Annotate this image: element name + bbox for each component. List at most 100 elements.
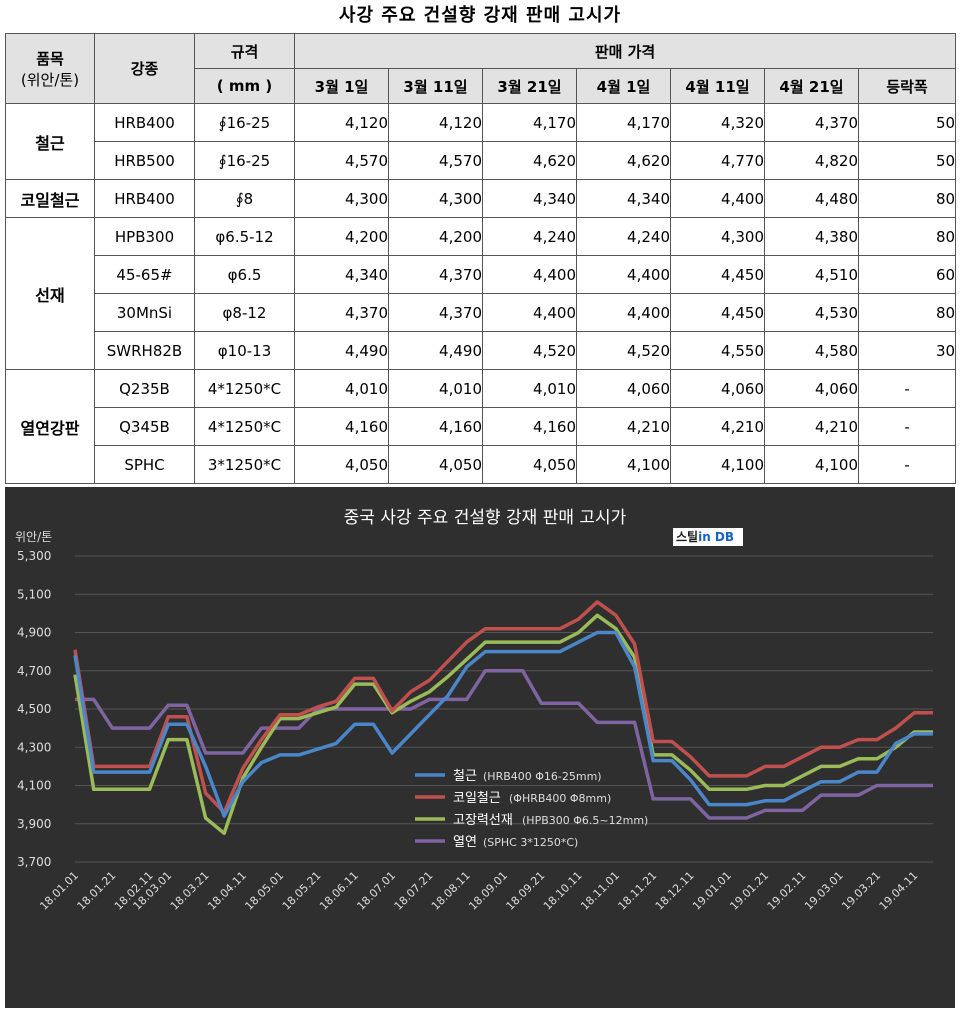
table-row: 30MnSi φ8-12 4,370 4,370 4,400 4,400 4,4… [6, 293, 957, 332]
x-tick-label: 18.11.21 [616, 869, 660, 913]
y-axis-label: 위안/톤 [15, 530, 52, 544]
price-cell: 4,010 [482, 369, 577, 408]
header-price: 판매 가격 [293, 33, 957, 69]
x-tick-label: 18.06.11 [317, 869, 361, 913]
x-tick-label: 18.01.21 [75, 869, 119, 913]
price-cell: 4,170 [576, 103, 671, 142]
price-cell: 4,400 [482, 255, 577, 294]
header-date: 3월 1일 [294, 68, 389, 104]
price-cell: 4,050 [482, 445, 577, 484]
grade-cell: SPHC [94, 445, 195, 484]
price-cell: 4,400 [576, 255, 671, 294]
logo-text-2: in DB [698, 530, 735, 544]
price-cell: 4,300 [388, 179, 483, 218]
header-spec-unit: ( mm ) [194, 68, 295, 104]
change-cell: 80 [857, 179, 957, 218]
legend-detail: (HPB300 Φ6.5~12mm) [522, 814, 648, 827]
price-cell: 4,520 [482, 331, 577, 370]
steelin-db-logo: 스틸in DB [673, 528, 743, 546]
price-cell: 4,370 [764, 103, 859, 142]
x-tick-label: 18.03.21 [168, 869, 212, 913]
price-cell: 4,490 [388, 331, 483, 370]
spec-cell: 4*1250*C [194, 407, 295, 446]
price-cell: 4,490 [294, 331, 389, 370]
change-cell: 80 [857, 217, 957, 256]
grade-cell: HPB300 [94, 217, 195, 256]
y-tick-label: 4,500 [17, 702, 51, 716]
price-cell: 4,160 [294, 407, 389, 446]
legend-label: 코일철근 [453, 791, 501, 806]
legend-detail: (ΦHRB400 Φ8mm) [509, 792, 611, 805]
x-tick-label: 19.04.11 [877, 869, 921, 913]
change-cell: 80 [857, 293, 957, 332]
price-cell: 4,010 [388, 369, 483, 408]
table-row: HRB500 ∮16-25 4,570 4,570 4,620 4,620 4,… [6, 141, 957, 180]
price-cell: 4,210 [576, 407, 671, 446]
header-category-label: 품목 [36, 49, 64, 68]
price-cell: 4,340 [482, 179, 577, 218]
price-cell: 4,340 [576, 179, 671, 218]
price-cell: 4,370 [388, 255, 483, 294]
price-cell: 4,820 [764, 141, 859, 180]
header-grade: 강종 [94, 33, 195, 104]
grade-cell: HRB400 [94, 103, 195, 142]
series-line-2 [73, 613, 933, 836]
header-change: 등락폭 [857, 68, 957, 104]
grade-cell: HRB400 [94, 179, 195, 218]
y-tick-label: 4,900 [17, 626, 51, 640]
spec-cell: 4*1250*C [194, 369, 295, 408]
x-tick-label: 18.05.01 [242, 869, 286, 913]
table-row: SWRH82B φ10-13 4,490 4,490 4,520 4,520 4… [6, 331, 957, 370]
spec-cell: ∮8 [194, 179, 295, 218]
price-cell: 4,400 [670, 179, 765, 218]
price-cell: 4,380 [764, 217, 859, 256]
y-tick-label: 4,300 [17, 740, 51, 754]
grade-cell: SWRH82B [94, 331, 195, 370]
spec-cell: φ8-12 [194, 293, 295, 332]
category-cell: 선재 [5, 217, 95, 370]
table-row: 45-65# φ6.5 4,340 4,370 4,400 4,400 4,45… [6, 255, 957, 294]
legend-label: 열연 [453, 835, 477, 850]
price-cell: 4,620 [482, 141, 577, 180]
price-cell: 4,370 [388, 293, 483, 332]
x-tick-label: 18.07.01 [354, 869, 398, 913]
category-cell: 철근 [5, 103, 95, 180]
price-cell: 4,100 [764, 445, 859, 484]
x-tick-label: 19.02.11 [765, 869, 809, 913]
header-date: 3월 11일 [388, 68, 483, 104]
price-cell: 4,570 [294, 141, 389, 180]
series-line-0 [73, 630, 933, 818]
price-cell: 4,300 [670, 217, 765, 256]
category-cell: 열연강판 [5, 369, 95, 484]
x-tick-label: 18.05.21 [280, 869, 324, 913]
legend-label: 철근 [453, 769, 477, 784]
change-cell: 50 [857, 103, 957, 142]
price-cell: 4,770 [670, 141, 765, 180]
price-cell: 4,060 [764, 369, 859, 408]
price-cell: 4,060 [670, 369, 765, 408]
table-row: 철근 HRB400 ∮16-25 4,120 4,120 4,170 4,170… [5, 103, 957, 180]
table-row: 열연강판 Q235B 4*1250*C 4,010 4,010 4,010 4,… [5, 369, 957, 484]
grade-cell: 30MnSi [94, 293, 195, 332]
legend-label: 고장력선재 [453, 813, 513, 828]
y-tick-label: 3,900 [17, 817, 51, 831]
price-table: 품목 (위안/톤) 강종 규격 판매 가격 ( mm ) 3월 1일 3월 11… [5, 33, 957, 484]
table-row: 선재 HPB300 φ6.5-12 4,200 4,200 4,240 4,24… [5, 217, 957, 370]
spec-cell: ∮16-25 [194, 103, 295, 142]
price-cell: 4,050 [388, 445, 483, 484]
change-cell: - [857, 445, 957, 484]
series-line-3 [75, 669, 933, 820]
price-cell: 4,450 [670, 293, 765, 332]
price-cell: 4,240 [576, 217, 671, 256]
price-cell: 4,550 [670, 331, 765, 370]
table-row: SPHC 3*1250*C 4,050 4,050 4,050 4,100 4,… [6, 445, 957, 484]
change-cell: - [857, 407, 957, 446]
series-line-1 [73, 600, 933, 815]
change-cell: 50 [857, 141, 957, 180]
x-tick-label: 18.08.11 [429, 869, 473, 913]
change-cell: 30 [857, 331, 957, 370]
price-cell: 4,620 [576, 141, 671, 180]
price-cell: 4,210 [670, 407, 765, 446]
price-cell: 4,060 [576, 369, 671, 408]
